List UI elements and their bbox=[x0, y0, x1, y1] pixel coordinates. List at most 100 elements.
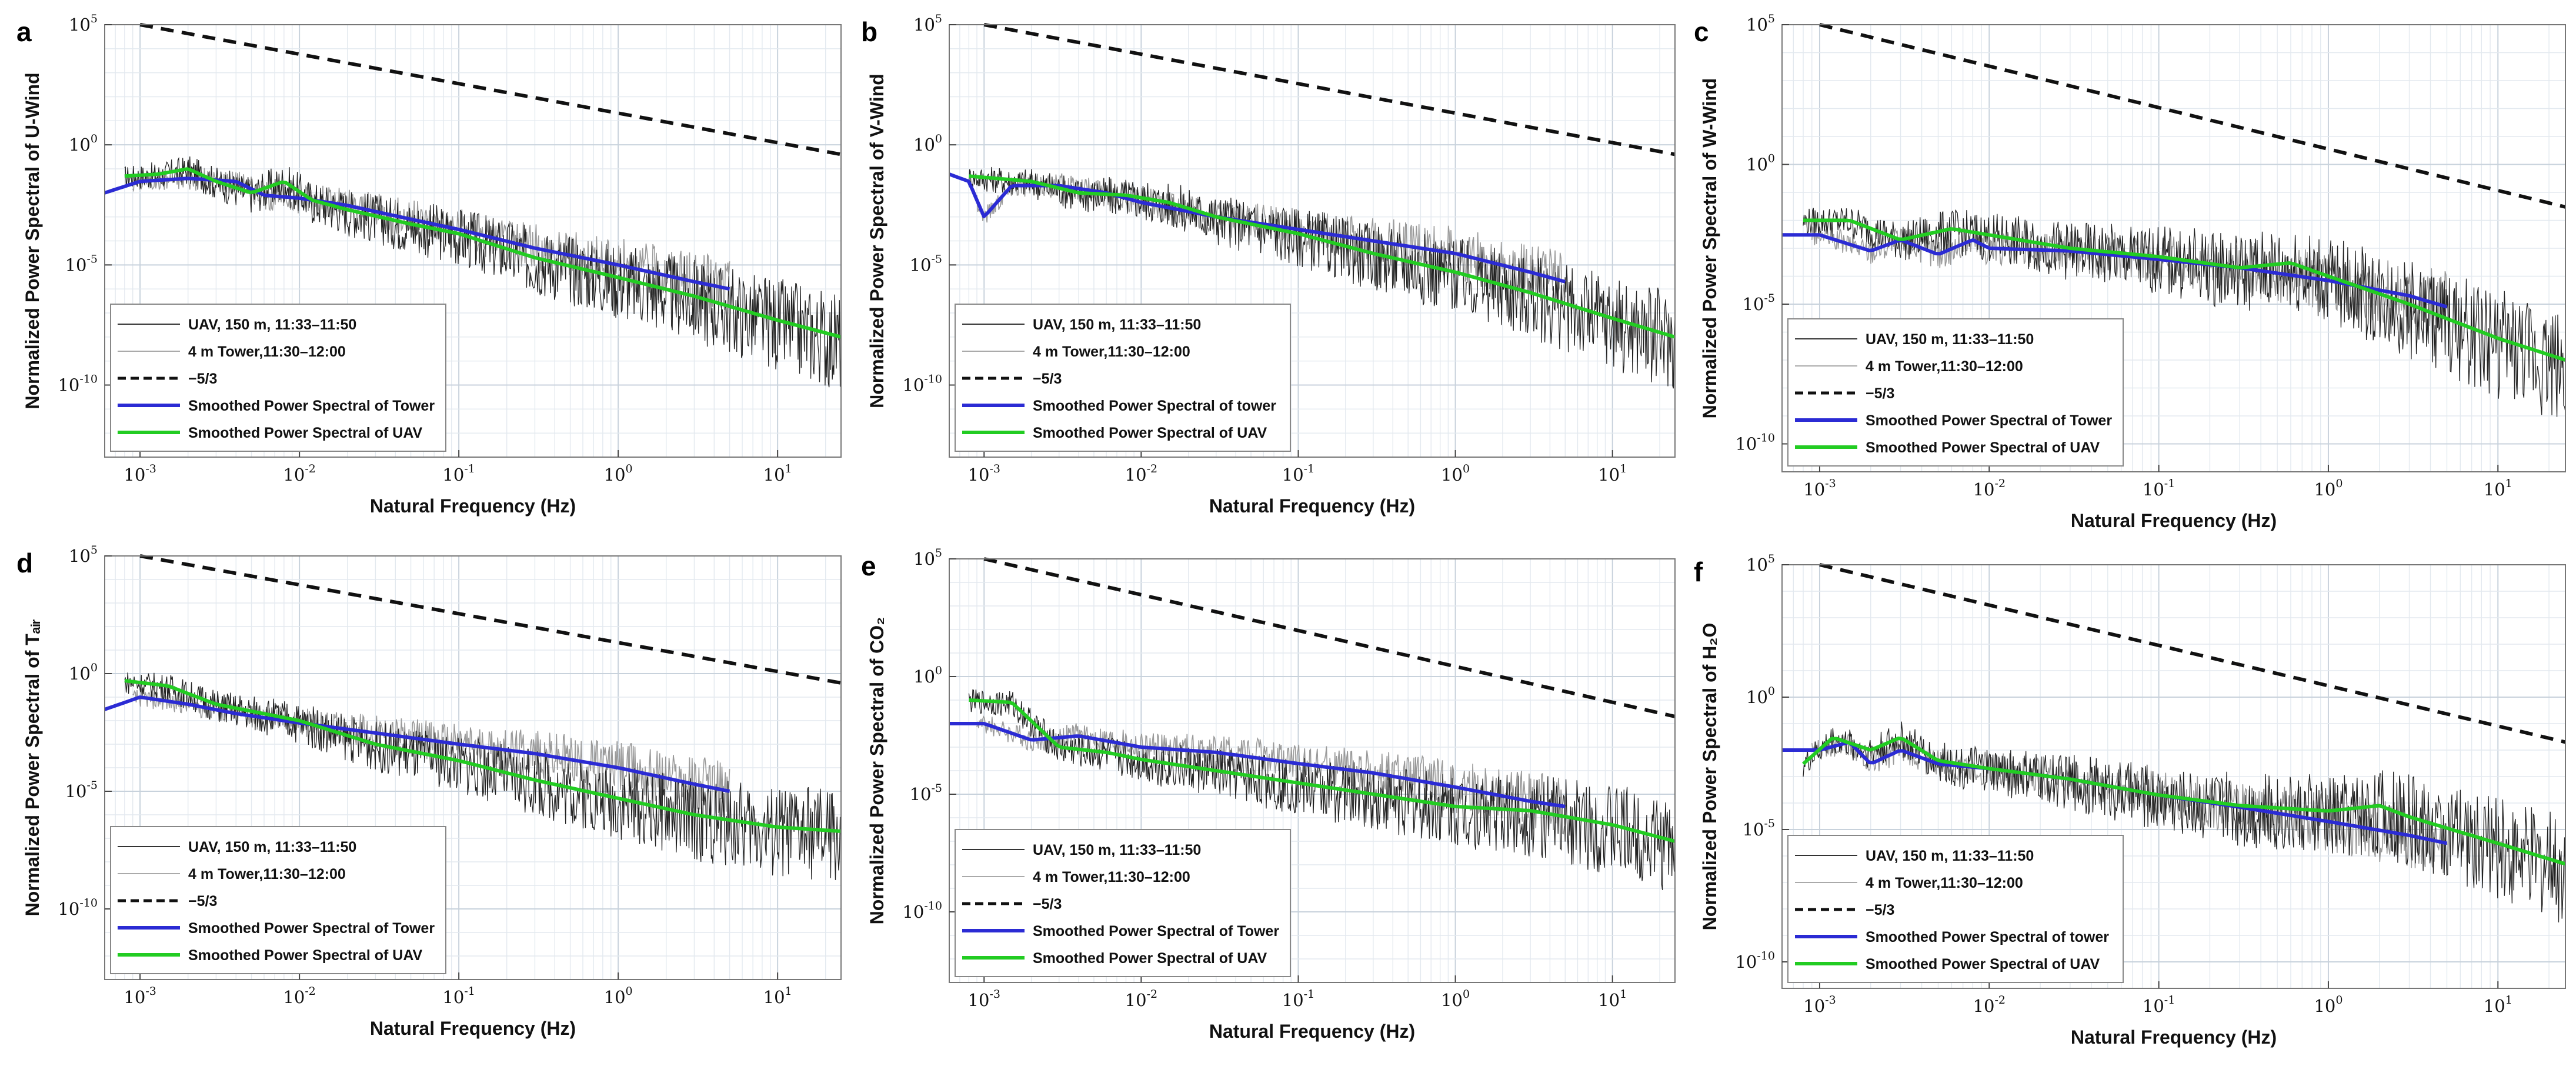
x-tick-label: 101 bbox=[1598, 988, 1627, 1010]
x-tick-label: 10-2 bbox=[1125, 462, 1157, 485]
slope-line bbox=[983, 23, 1676, 156]
legend-uav-label: UAV, 150 m, 11:33–11:50 bbox=[1033, 842, 1201, 858]
plot-frame bbox=[1781, 564, 2566, 989]
legend-tower-label: 4 m Tower,11:30–12:00 bbox=[1866, 875, 2023, 891]
legend-box bbox=[955, 304, 1291, 452]
plot-frame bbox=[1781, 24, 2566, 472]
x-tick-label: 10-3 bbox=[1803, 477, 1836, 499]
legend-box bbox=[110, 826, 446, 974]
panel-c: 10-3 10-2 10-1 100 101 10-10 10-5 100 105 Natural… bbox=[1694, 12, 2566, 531]
uav-smoothed-line bbox=[969, 174, 1676, 339]
x-tick-label: 10-2 bbox=[1973, 994, 2006, 1016]
x-tick-label: 10-1 bbox=[1282, 462, 1314, 485]
panel-a: 10-3 10-2 10-1 100 101 10-10 10-5 100 105 Natural… bbox=[16, 12, 842, 517]
y-tick-label: 10-10 bbox=[1735, 950, 1775, 972]
tower-smoothed-line bbox=[1782, 233, 2448, 309]
y-axis-label: Normalized Power Spectral of U-Wind bbox=[22, 72, 43, 409]
tower-raw-line bbox=[976, 715, 1566, 835]
legend-tower-label: 4 m Tower,11:30–12:00 bbox=[1033, 344, 1190, 360]
x-tick-label: 100 bbox=[1441, 462, 1470, 485]
y-tick-label: 10-5 bbox=[1743, 292, 1775, 314]
legend-slope-label: −5/3 bbox=[1866, 902, 1894, 918]
x-tick-label: 101 bbox=[2484, 994, 2512, 1016]
uav-smoothed-line bbox=[124, 167, 842, 339]
x-tick-label: 10-2 bbox=[1973, 477, 2006, 499]
x-tick-label: 10-3 bbox=[1803, 994, 1836, 1016]
legend-box bbox=[110, 304, 446, 452]
x-tick-label: 10-1 bbox=[2143, 477, 2175, 499]
x-tick-label: 100 bbox=[2314, 477, 2343, 499]
y-axis-label: Normalized Power Spectral of W-Wind bbox=[1699, 78, 1720, 419]
panel-letter: d bbox=[16, 548, 33, 578]
x-axis-label: Natural Frequency (Hz) bbox=[2071, 1027, 2277, 1048]
legend: UAV, 150 m, 11:33–11:50 4 m Tower,11:30–1… bbox=[955, 304, 1291, 452]
y-tick-label: 10-10 bbox=[902, 373, 942, 395]
uav-smoothed-line bbox=[1803, 218, 2566, 362]
legend-slope-label: −5/3 bbox=[188, 371, 217, 387]
panel-letter: c bbox=[1694, 16, 1709, 47]
legend-uav-label: UAV, 150 m, 11:33–11:50 bbox=[188, 317, 356, 333]
panel-letter: f bbox=[1694, 557, 1703, 587]
y-tick-label: 10-5 bbox=[910, 782, 942, 804]
plot-frame bbox=[949, 24, 1676, 458]
legend-uav-smoothed-label: Smoothed Power Spectral of UAV bbox=[1866, 956, 2100, 972]
panel-letter: b bbox=[861, 16, 877, 47]
y-tick-label: 10-5 bbox=[1743, 817, 1775, 840]
y-axis-label: Normalized Power Spectral of CO₂ bbox=[866, 617, 887, 925]
x-axis-label: Natural Frequency (Hz) bbox=[2071, 510, 2277, 531]
legend-uav-label: UAV, 150 m, 11:33–11:50 bbox=[1866, 848, 2034, 864]
x-tick-label: 10-1 bbox=[442, 985, 475, 1007]
y-tick-label: 10-10 bbox=[58, 897, 98, 919]
uav-smoothed-line bbox=[969, 698, 1676, 843]
x-tick-label: 10-3 bbox=[124, 462, 156, 485]
legend: UAV, 150 m, 11:33–11:50 4 m Tower,11:30–1… bbox=[955, 829, 1291, 977]
legend-tower-label: 4 m Tower,11:30–12:00 bbox=[188, 344, 346, 360]
uav-raw-line bbox=[968, 166, 1676, 389]
legend-tower-label: 4 m Tower,11:30–12:00 bbox=[1033, 869, 1190, 885]
legend-box bbox=[955, 829, 1291, 977]
panel-letter: e bbox=[861, 551, 876, 581]
uav-raw-line bbox=[1803, 721, 2566, 922]
x-tick-label: 101 bbox=[763, 985, 792, 1007]
y-tick-label: 105 bbox=[1746, 12, 1775, 35]
legend-box bbox=[1787, 318, 2124, 467]
y-axis-label: Normalized Power Spectral of Tₐᵢᵣ bbox=[22, 619, 43, 917]
panel-d: 10-3 10-2 10-1 100 101 10-10 10-5 100 105 Natural… bbox=[16, 544, 842, 1039]
x-tick-label: 100 bbox=[1441, 988, 1470, 1010]
x-tick-label: 10-2 bbox=[283, 462, 315, 485]
slope-line bbox=[1819, 23, 2566, 209]
y-tick-label: 100 bbox=[1746, 152, 1775, 175]
y-axis-label: Normalized Power Spectral of V-Wind bbox=[866, 74, 887, 408]
legend: UAV, 150 m, 11:33–11:50 4 m Tower,11:30–1… bbox=[110, 304, 446, 452]
y-tick-label: 105 bbox=[69, 544, 98, 566]
legend-uav-label: UAV, 150 m, 11:33–11:50 bbox=[1033, 317, 1201, 333]
y-axis-label: Normalized Power Spectral of H₂O bbox=[1699, 623, 1720, 931]
legend-tower-smoothed-label: Smoothed Power Spectral of Tower bbox=[1866, 412, 2112, 429]
panel-f: 10-3 10-2 10-1 100 101 10-10 10-5 100 105 Natural… bbox=[1694, 552, 2566, 1048]
legend-tower-label: 4 m Tower,11:30–12:00 bbox=[1866, 358, 2023, 375]
legend-tower-label: 4 m Tower,11:30–12:00 bbox=[188, 866, 346, 882]
legend-uav-smoothed-label: Smoothed Power Spectral of UAV bbox=[1866, 439, 2100, 456]
x-axis-label: Natural Frequency (Hz) bbox=[370, 495, 576, 517]
legend-slope-label: −5/3 bbox=[188, 893, 217, 910]
y-tick-label: 105 bbox=[913, 547, 942, 569]
x-tick-label: 101 bbox=[763, 462, 792, 485]
y-tick-label: 10-5 bbox=[65, 779, 98, 801]
tower-raw-line bbox=[1811, 732, 2448, 874]
slope-line bbox=[1819, 563, 2566, 744]
slope-line bbox=[983, 557, 1676, 718]
y-tick-label: 105 bbox=[913, 12, 942, 35]
y-tick-label: 100 bbox=[1746, 685, 1775, 707]
legend-uav-smoothed-label: Smoothed Power Spectral of UAV bbox=[1033, 950, 1267, 967]
x-tick-label: 10-3 bbox=[968, 988, 1000, 1010]
panel-letter: a bbox=[16, 16, 32, 47]
y-tick-label: 105 bbox=[69, 12, 98, 35]
x-tick-label: 10-2 bbox=[1125, 988, 1157, 1010]
x-axis-label: Natural Frequency (Hz) bbox=[1209, 1021, 1415, 1042]
tower-smoothed-line bbox=[104, 695, 730, 793]
x-tick-label: 101 bbox=[2484, 477, 2512, 499]
plot-frame bbox=[104, 555, 842, 980]
x-tick-label: 100 bbox=[2314, 994, 2343, 1016]
